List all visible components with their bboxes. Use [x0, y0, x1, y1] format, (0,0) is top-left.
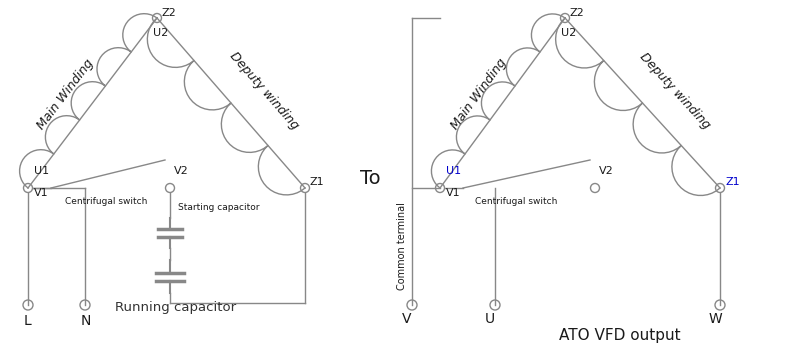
- Text: Z2: Z2: [570, 8, 585, 18]
- Text: N: N: [81, 314, 91, 328]
- Text: U1: U1: [446, 166, 461, 176]
- Text: Z2: Z2: [162, 8, 177, 18]
- Text: Z1: Z1: [725, 177, 740, 187]
- Text: Deputy winding: Deputy winding: [226, 49, 301, 132]
- Text: Starting capacitor: Starting capacitor: [178, 203, 259, 212]
- Text: V2: V2: [599, 166, 614, 176]
- Text: V1: V1: [34, 188, 49, 198]
- Text: U2: U2: [561, 28, 576, 38]
- Text: Z1: Z1: [310, 177, 325, 187]
- Text: Deputy winding: Deputy winding: [638, 50, 713, 131]
- Text: Main Winding: Main Winding: [34, 56, 96, 132]
- Text: Centrifugal switch: Centrifugal switch: [475, 197, 558, 206]
- Text: U: U: [485, 312, 495, 326]
- Text: U2: U2: [153, 28, 168, 38]
- Text: Main Winding: Main Winding: [449, 56, 510, 132]
- Text: Running capacitor: Running capacitor: [115, 301, 236, 314]
- Text: Centrifugal switch: Centrifugal switch: [65, 197, 147, 206]
- Text: V2: V2: [174, 166, 189, 176]
- Text: V: V: [402, 312, 412, 326]
- Text: L: L: [24, 314, 32, 328]
- Text: Common terminal: Common terminal: [397, 203, 407, 291]
- Text: W: W: [708, 312, 722, 326]
- Text: V1: V1: [446, 188, 461, 198]
- Text: To: To: [360, 168, 380, 187]
- Text: ATO VFD output: ATO VFD output: [559, 328, 681, 343]
- Text: U1: U1: [34, 166, 49, 176]
